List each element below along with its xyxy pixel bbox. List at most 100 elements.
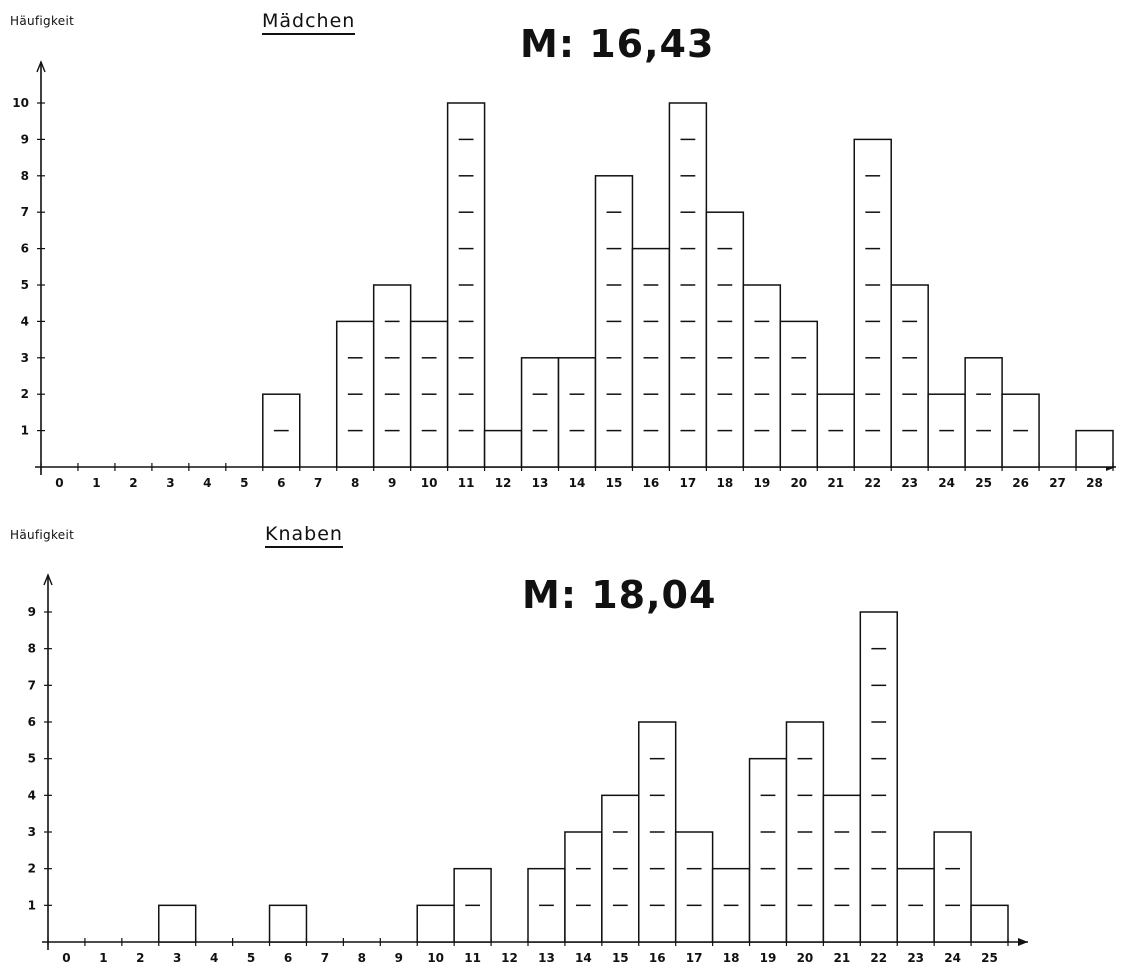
bar <box>742 284 782 468</box>
x-tick-label: 5 <box>247 951 255 962</box>
x-tick-label: 2 <box>129 476 137 490</box>
bar <box>564 831 603 943</box>
y-axis-label: Häufigkeit <box>10 528 75 542</box>
bar <box>927 393 966 468</box>
y-tick-label: 2 <box>21 387 29 401</box>
y-tick-label: 8 <box>21 169 29 183</box>
bar <box>520 357 560 468</box>
x-tick-label: 21 <box>833 951 850 962</box>
x-tick-label: 11 <box>458 476 475 490</box>
x-tick-label: 22 <box>864 476 881 490</box>
x-tick-label: 24 <box>938 476 955 490</box>
x-tick-label: 21 <box>827 476 844 490</box>
mean-annotation: M: 16,43 <box>520 22 715 66</box>
bar <box>372 284 412 468</box>
x-tick-label: 15 <box>612 951 629 962</box>
bar <box>268 904 308 943</box>
x-tick-label: 20 <box>797 951 814 962</box>
x-tick-label: 19 <box>753 476 770 490</box>
x-tick-label: 17 <box>680 476 697 490</box>
x-tick-label: 22 <box>870 951 887 962</box>
x-tick-label: 10 <box>427 951 444 962</box>
y-axis-arrow <box>43 573 53 586</box>
chart-title: Mädchen <box>262 10 356 35</box>
x-tick-label: 23 <box>907 951 924 962</box>
x-tick-label: 5 <box>240 476 248 490</box>
bar <box>964 357 1003 468</box>
y-tick-label: 2 <box>28 862 36 876</box>
chart-maedchen: Häufigkeit Mädchen M: 16,43 1 2 3 4 5 6 7 8 9 10 0… <box>10 10 1116 490</box>
x-tick-label: 16 <box>649 951 666 962</box>
x-tick-label: 9 <box>395 951 403 962</box>
y-tick-label: 6 <box>21 242 29 256</box>
y-axis-arrow <box>36 60 46 73</box>
x-tick-label: 13 <box>532 476 549 490</box>
x-tick-label: 10 <box>421 476 438 490</box>
y-tick-label: 5 <box>28 752 36 766</box>
x-tick-label: 14 <box>575 951 592 962</box>
y-tick-label: 1 <box>28 898 36 912</box>
x-tick-label: 20 <box>790 476 807 490</box>
y-tick-label: 4 <box>28 788 36 802</box>
x-tick-label: 2 <box>136 951 144 962</box>
bar <box>416 904 455 943</box>
bar <box>748 757 788 943</box>
y-tick-label: 6 <box>28 715 36 729</box>
x-tick-label: 3 <box>166 476 174 490</box>
bar <box>158 904 197 943</box>
x-tick-label: 1 <box>99 951 107 962</box>
y-tick-label: 8 <box>28 642 36 656</box>
bar <box>674 831 714 943</box>
x-tick-label: 1 <box>92 476 100 490</box>
x-tick-label: 3 <box>173 951 181 962</box>
x-tick-label: 19 <box>760 951 777 962</box>
x-tick-label: 25 <box>981 951 998 962</box>
y-tick-label: 9 <box>21 132 29 146</box>
x-tick-label: 7 <box>321 951 329 962</box>
bar <box>557 357 597 468</box>
chart-title: Knaben <box>265 523 343 548</box>
y-tick-label: 3 <box>28 825 36 839</box>
y-tick-label: 9 <box>28 605 36 619</box>
bar <box>890 284 929 468</box>
bar <box>859 611 898 943</box>
y-axis-label: Häufigkeit <box>10 14 75 28</box>
y-tick-label: 4 <box>21 314 29 328</box>
x-tick-label: 25 <box>975 476 992 490</box>
x-tick-label: 9 <box>388 476 396 490</box>
x-tick-label: 0 <box>62 951 70 962</box>
y-tick-label: 10 <box>12 96 29 110</box>
x-tick-label: 7 <box>314 476 322 490</box>
y-tick-label: 5 <box>21 278 29 292</box>
x-tick-label: 23 <box>901 476 918 490</box>
x-axis-arrow <box>1018 938 1028 946</box>
x-tick-label: 8 <box>358 951 366 962</box>
x-tick-label: 26 <box>1012 476 1029 490</box>
x-tick-label: 15 <box>606 476 623 490</box>
x-tick-label: 16 <box>643 476 660 490</box>
x-tick-label: 17 <box>686 951 703 962</box>
x-tick-label: 14 <box>569 476 586 490</box>
x-tick-label: 8 <box>351 476 359 490</box>
y-tick-label: 1 <box>21 424 29 438</box>
x-tick-label: 4 <box>203 476 211 490</box>
y-tick-label: 3 <box>21 351 29 365</box>
x-tick-label: 12 <box>495 476 512 490</box>
x-tick-label: 11 <box>464 951 481 962</box>
x-tick-label: 6 <box>284 951 292 962</box>
x-tick-label: 0 <box>55 476 63 490</box>
x-tick-label: 13 <box>538 951 555 962</box>
bar <box>1075 429 1114 468</box>
bar <box>970 904 1009 943</box>
x-tick-label: 27 <box>1049 476 1066 490</box>
bar <box>705 211 745 468</box>
x-tick-label: 28 <box>1086 476 1103 490</box>
x-tick-label: 18 <box>717 476 734 490</box>
y-tick-label: 7 <box>21 205 29 219</box>
mean-annotation: M: 18,04 <box>522 573 717 617</box>
x-tick-label: 12 <box>501 951 518 962</box>
bar <box>483 429 523 468</box>
y-tick-label: 7 <box>28 678 36 692</box>
